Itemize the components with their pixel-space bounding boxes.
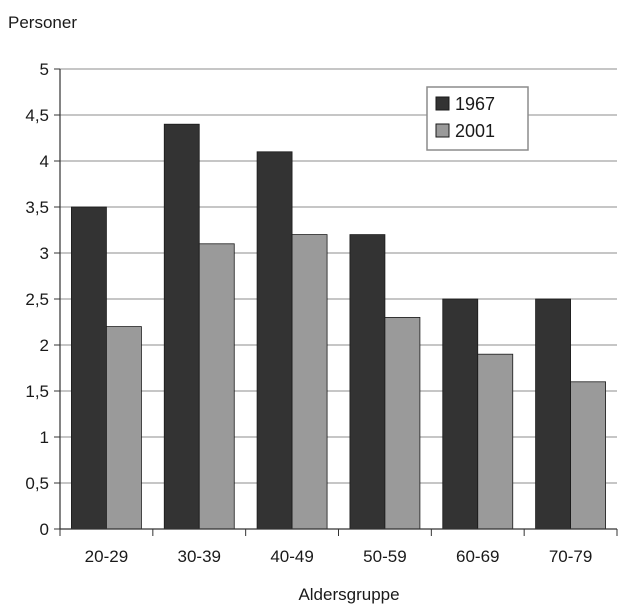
x-tick-label: 70-79 — [549, 547, 592, 566]
x-tick-label: 40-49 — [270, 547, 313, 566]
bar-2001-60-69 — [477, 353, 514, 530]
bar-2001-40-49 — [291, 234, 328, 530]
legend-label-1967: 1967 — [455, 94, 495, 114]
bar-1967-20-29 — [71, 206, 107, 530]
legend-label-2001: 2001 — [455, 121, 495, 141]
bar-2001-70-79 — [570, 381, 606, 530]
bar-2001-20-29 — [106, 326, 142, 530]
x-tick-labels: 20-29 30-39 40-49 50-59 60-69 70-79 — [85, 547, 593, 566]
bar-1967-50-59 — [349, 234, 386, 530]
legend: 1967 2001 — [426, 86, 529, 151]
y-tick-labels: 0 0,5 1 1,5 2 2,5 3 3,5 4 4,5 5 — [25, 60, 49, 539]
y-tick-label: 1 — [40, 428, 49, 447]
bar-1967-40-49 — [256, 151, 293, 530]
y-tick-label: 5 — [40, 60, 49, 79]
y-axis-title: Personer — [8, 13, 77, 32]
bar-2001-50-59 — [384, 316, 421, 530]
y-tick-label: 3,5 — [25, 198, 49, 217]
y-tick-label: 0 — [40, 520, 49, 539]
axes — [54, 68, 618, 536]
x-tick-label: 20-29 — [85, 547, 128, 566]
y-tick-label: 1,5 — [25, 382, 49, 401]
bars — [71, 123, 606, 530]
x-tick-label: 30-39 — [178, 547, 221, 566]
bar-1967-70-79 — [535, 298, 571, 530]
x-tick-label: 50-59 — [363, 547, 406, 566]
y-tick-label: 3 — [40, 244, 49, 263]
y-tick-label: 2,5 — [25, 290, 49, 309]
y-tick-label: 0,5 — [25, 474, 49, 493]
x-axis-title: Aldersgruppe — [298, 585, 399, 604]
bar-1967-30-39 — [163, 123, 200, 530]
legend-swatch-1967 — [435, 96, 450, 111]
gridlines — [60, 68, 617, 484]
bar-2001-30-39 — [198, 243, 235, 530]
x-tick-label: 60-69 — [456, 547, 499, 566]
bar-1967-60-69 — [442, 298, 479, 530]
y-tick-label: 4 — [40, 152, 49, 171]
legend-swatch-2001 — [435, 123, 450, 138]
y-tick-label: 4,5 — [25, 106, 49, 125]
y-tick-label: 2 — [40, 336, 49, 355]
